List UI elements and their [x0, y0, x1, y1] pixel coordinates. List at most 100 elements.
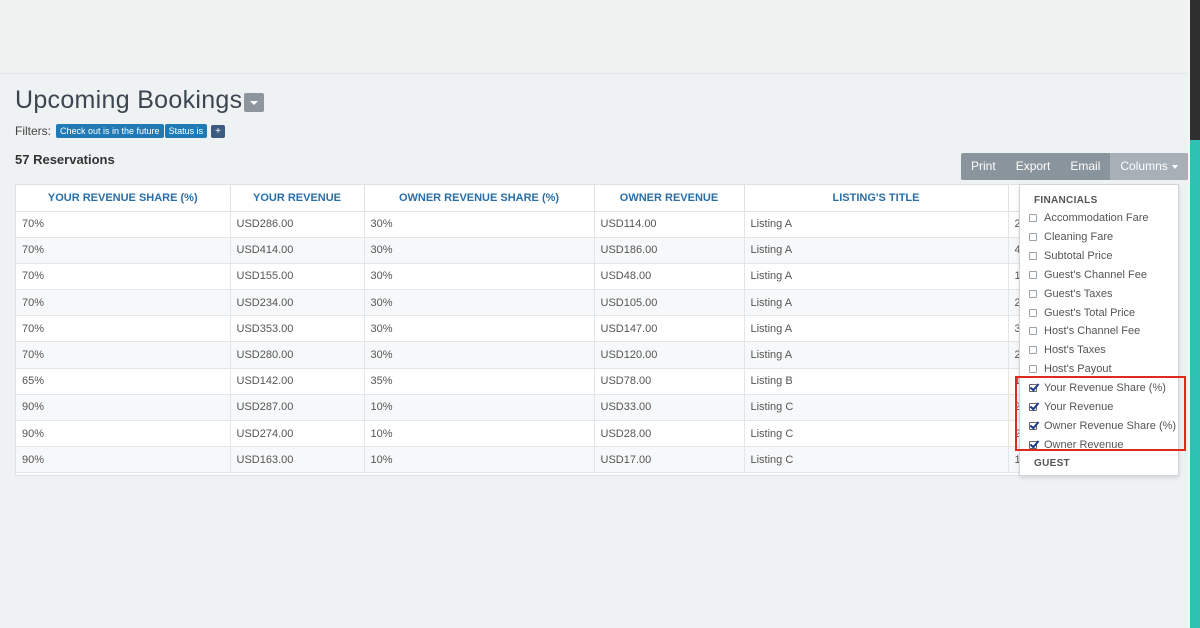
table-cell: 1	[1008, 446, 1019, 474]
table-cell: 2	[1008, 289, 1019, 317]
table-cell: Listing C	[744, 446, 1009, 474]
checkbox-icon[interactable]	[1029, 365, 1037, 374]
table-cell: 30%	[364, 211, 595, 238]
print-button[interactable]: Print	[971, 159, 996, 173]
table-cell: USD353.00	[230, 315, 365, 343]
columns-dropdown-menu: FINANCIALS Accommodation Fare Cleaning Fa…	[1019, 184, 1179, 476]
table-cell: 70%	[16, 237, 231, 264]
column-toggle-item[interactable]: Guest's Channel Fee	[1029, 269, 1147, 281]
table-cell: Listing C	[744, 394, 1009, 422]
column-header[interactable]: OWNER REVENUE SHARE (%)	[364, 185, 595, 212]
column-toggle-item[interactable]: Accommodation Fare	[1029, 212, 1149, 224]
checkbox-icon[interactable]	[1029, 232, 1037, 241]
table-cell: USD17.00	[594, 446, 745, 474]
column-toggle-item[interactable]: Host's Channel Fee	[1029, 325, 1140, 337]
table-cell: 2	[1008, 211, 1019, 238]
column-toggle-item[interactable]: Owner Revenue	[1029, 439, 1124, 451]
column-toggle-item[interactable]: Cleaning Fare	[1029, 231, 1113, 243]
column-toggle-label: Accommodation Fare	[1044, 212, 1149, 224]
column-toggle-item[interactable]: Your Revenue Share (%)	[1029, 382, 1166, 394]
chevron-down-icon	[250, 100, 259, 105]
table-cell: 90%	[16, 446, 231, 474]
table-cell: 70%	[16, 263, 231, 291]
columns-button[interactable]: Columns	[1110, 153, 1188, 180]
table-cell: 2	[1008, 341, 1019, 369]
table-cell: USD33.00	[594, 394, 745, 422]
column-toggle-label: Host's Taxes	[1044, 344, 1106, 357]
filters-bar: Filters: Check out is in the future Stat…	[15, 124, 225, 138]
table-cell: USD155.00	[230, 263, 365, 291]
column-toggle-item[interactable]: Host's Taxes	[1029, 344, 1106, 356]
table-cell: 30%	[364, 341, 595, 369]
table-cell: 10%	[364, 446, 595, 474]
checkbox-icon[interactable]	[1029, 346, 1037, 355]
table-cell: 10%	[364, 394, 595, 422]
column-header[interactable]	[1008, 185, 1019, 212]
column-toggle-item[interactable]: Subtotal Price	[1029, 250, 1112, 262]
checkbox-icon[interactable]	[1029, 308, 1037, 317]
checkbox-checked-icon[interactable]	[1029, 421, 1037, 430]
checkbox-icon[interactable]	[1029, 270, 1037, 279]
filters-label: Filters:	[15, 124, 51, 138]
table-header-row: YOUR REVENUE SHARE (%) YOUR REVENUE OWNE…	[16, 185, 1019, 212]
column-toggle-label: Cleaning Fare	[1044, 230, 1114, 243]
filter-tag-checkout[interactable]: Check out is in the future	[56, 124, 164, 138]
column-header[interactable]: OWNER REVENUE	[594, 185, 745, 212]
scrollbar-thumb[interactable]	[1190, 0, 1200, 140]
checkbox-checked-icon[interactable]	[1029, 384, 1037, 393]
table-cell: Listing A	[744, 315, 1009, 343]
column-toggle-label: Owner Revenue Share (%)	[1044, 419, 1177, 432]
column-toggle-item[interactable]: Host's Payout	[1029, 363, 1112, 375]
checkbox-icon[interactable]	[1029, 327, 1037, 336]
table-cell: Listing B	[744, 368, 1009, 395]
side-accent-bar	[1190, 140, 1200, 628]
view-dropdown-button[interactable]	[244, 93, 265, 112]
checkbox-icon[interactable]	[1029, 214, 1037, 222]
column-header[interactable]: YOUR REVENUE	[230, 185, 365, 212]
table-cell: USD120.00	[594, 341, 745, 369]
table-cell: USD274.00	[230, 420, 365, 448]
column-toggle-item[interactable]: Guest's Taxes	[1029, 288, 1113, 300]
table-cell: Listing A	[744, 211, 1009, 238]
column-toggle-item[interactable]: Your Revenue	[1029, 401, 1113, 413]
checkbox-icon[interactable]	[1029, 251, 1037, 260]
table-cell: 35%	[364, 368, 595, 395]
table-cell: USD48.00	[594, 263, 745, 291]
table-cell: USD28.00	[594, 420, 745, 448]
checkbox-icon[interactable]	[1029, 289, 1037, 298]
checkbox-checked-icon[interactable]	[1029, 440, 1037, 449]
table-cell: 30%	[364, 263, 595, 291]
table-cell: 30%	[364, 237, 595, 264]
add-filter-button[interactable]: +	[211, 124, 225, 138]
reservations-count: 57 Reservations	[15, 152, 115, 167]
export-button[interactable]: Export	[1015, 159, 1051, 173]
filter-tag-status[interactable]: Status is	[164, 124, 208, 138]
column-toggle-item[interactable]: Guest's Total Price	[1029, 307, 1135, 319]
column-toggle-label: Host's Channel Fee	[1044, 325, 1141, 338]
table-cell: 4	[1008, 237, 1019, 264]
checkbox-checked-icon[interactable]	[1029, 403, 1037, 411]
table-cell: 1	[1008, 263, 1019, 291]
table-cell: USD234.00	[230, 289, 365, 317]
column-header[interactable]: YOUR REVENUE SHARE (%)	[16, 185, 231, 212]
table-cell: Listing A	[744, 341, 1009, 369]
column-toggle-label: Host's Payout	[1044, 363, 1112, 376]
table-cell: 70%	[16, 289, 231, 317]
email-button[interactable]: Email	[1070, 159, 1101, 173]
column-header[interactable]: LISTING'S TITLE	[744, 185, 1009, 212]
table-cell: USD78.00	[594, 368, 745, 395]
table-cell: 70%	[16, 341, 231, 369]
table-cell: 30%	[364, 315, 595, 343]
table-cell: USD105.00	[594, 289, 745, 317]
column-toggle-item[interactable]: Owner Revenue Share (%)	[1029, 420, 1176, 432]
